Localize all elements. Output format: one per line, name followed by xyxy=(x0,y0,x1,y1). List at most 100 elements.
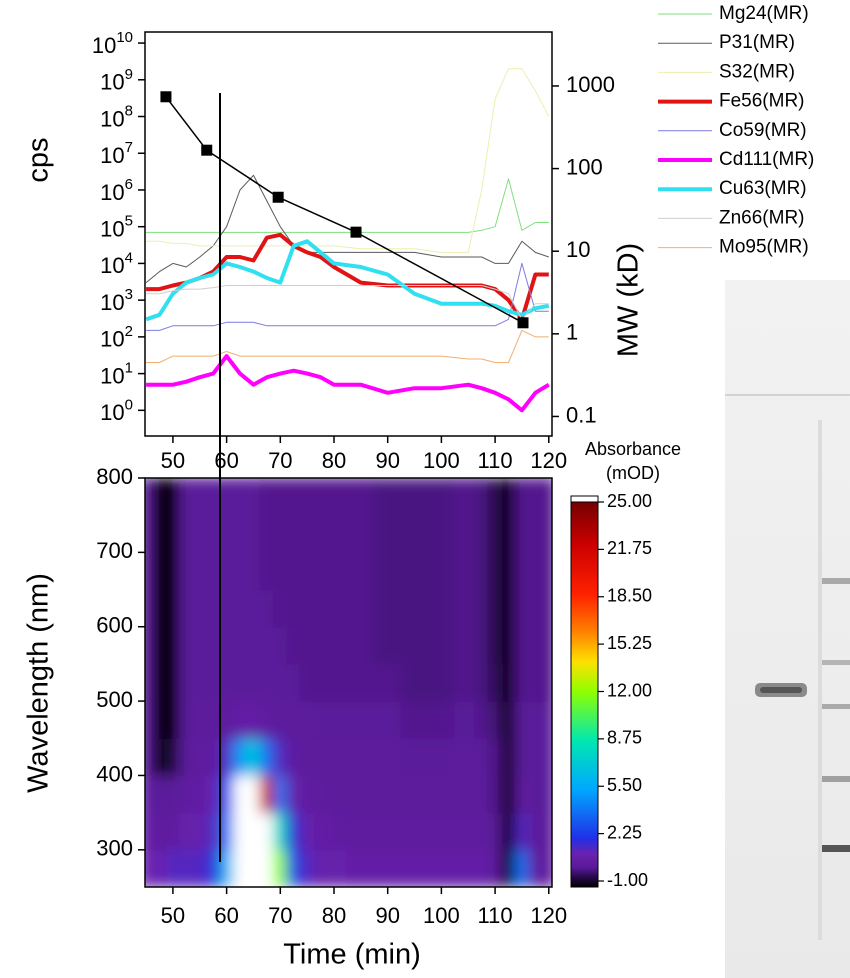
heatmap-cell xyxy=(152,478,167,516)
heatmap-cell xyxy=(145,774,154,814)
heatmap-cell xyxy=(528,774,543,814)
heatmap-cell xyxy=(179,626,194,665)
heatmap-cell xyxy=(326,514,348,553)
heatmap-cell xyxy=(528,478,543,516)
heatmap-cell xyxy=(427,849,456,887)
heatmap-cell xyxy=(313,700,328,739)
y-tick-label: 800 xyxy=(96,464,133,489)
series-line xyxy=(145,174,549,283)
legend-label: Mo95(MR) xyxy=(719,237,809,258)
heatmap-cell xyxy=(528,812,543,851)
legend-label: S32(MR) xyxy=(719,61,795,82)
y-tick-label: 109 xyxy=(100,66,133,95)
data-point xyxy=(517,317,529,329)
heatmap-cell xyxy=(145,663,154,702)
heatmap-cell xyxy=(501,589,516,628)
heatmap-cell xyxy=(192,737,207,776)
heatmap-cell xyxy=(192,478,207,516)
heatmap-cell xyxy=(454,849,476,887)
heatmap-cell xyxy=(541,774,552,814)
heatmap-cell xyxy=(346,774,375,814)
heatmap-cell xyxy=(192,551,207,591)
heatmap-cell xyxy=(454,551,476,591)
heatmap-cell xyxy=(286,812,301,851)
y2-axis-title: MW (kD) xyxy=(613,243,645,357)
heatmap-cell xyxy=(326,812,348,851)
heatmap-cell xyxy=(474,589,489,628)
heatmap-cell xyxy=(454,812,476,851)
heatmap-cell xyxy=(232,774,248,814)
colorbar-tick-label: 8.75 xyxy=(607,728,642,748)
heatmap-cell xyxy=(219,663,234,702)
heatmap-cell xyxy=(528,737,543,776)
heatmap-cell xyxy=(205,589,221,628)
heatmap-cell xyxy=(219,478,234,516)
heatmap-cell xyxy=(313,478,328,516)
x-axis-title: Time (min) xyxy=(283,939,420,971)
heatmap-cell xyxy=(326,737,348,776)
heatmap-cell xyxy=(541,663,552,702)
heatmap-cell xyxy=(286,514,301,553)
heatmap-cell xyxy=(501,812,516,851)
heatmap-cell xyxy=(346,663,375,702)
heatmap-cell xyxy=(427,589,456,628)
heatmap-cell xyxy=(286,737,301,776)
heatmap-cell xyxy=(501,700,516,739)
heatmap-cell xyxy=(165,812,181,851)
heatmap-cell xyxy=(219,737,234,776)
heatmap-cell xyxy=(313,849,328,887)
y-tick-label: 105 xyxy=(100,213,133,242)
heatmap-cell xyxy=(514,478,530,516)
heatmap-cell xyxy=(205,551,221,591)
heatmap-cell xyxy=(427,700,456,739)
gel-band xyxy=(822,704,850,709)
heatmap-cell xyxy=(145,551,154,591)
heatmap-cell xyxy=(313,663,328,702)
heatmap-cell xyxy=(165,849,181,887)
heatmap-cell xyxy=(487,774,503,814)
heatmap-cell xyxy=(346,737,375,776)
legend-label: Co59(MR) xyxy=(719,120,807,141)
heatmap-cell xyxy=(152,774,167,814)
heatmap-cell xyxy=(346,551,375,591)
x-tick-label: 60 xyxy=(214,448,238,473)
heatmap-cell xyxy=(192,774,207,814)
y-tick-label: 700 xyxy=(96,538,133,563)
heatmap-cell xyxy=(145,626,154,665)
top-frame xyxy=(144,31,553,437)
heatmap-cell xyxy=(219,700,234,739)
heatmap-cell xyxy=(205,626,221,665)
heatmap-cell xyxy=(346,849,375,887)
heatmap-cell xyxy=(474,663,489,702)
heatmap-cell xyxy=(400,626,429,665)
heatmap-cell xyxy=(501,849,516,887)
colorbar-tick-label: 25.00 xyxy=(607,491,652,511)
heatmap-cell xyxy=(514,514,530,553)
colorbar-tick-label: -1.00 xyxy=(607,870,648,890)
heatmap-cell xyxy=(165,514,181,553)
heatmap-cell xyxy=(152,514,167,553)
legend-label: P31(MR) xyxy=(719,32,795,53)
heatmap-cell xyxy=(246,849,261,887)
heatmap-cell xyxy=(179,663,194,702)
heatmap-cell xyxy=(427,626,456,665)
heatmap-cell xyxy=(487,849,503,887)
heatmap-cell xyxy=(474,700,489,739)
heatmap-cell xyxy=(326,626,348,665)
legend-label: Cu63(MR) xyxy=(719,178,807,199)
heatmap-cell xyxy=(179,737,194,776)
heatmap-cell xyxy=(165,589,181,628)
heatmap-cell xyxy=(313,774,328,814)
x-tick-label: 110 xyxy=(478,903,513,928)
heatmap-cell xyxy=(179,812,194,851)
heatmap-cells xyxy=(145,478,552,887)
heatmap-cell xyxy=(514,774,530,814)
colorbar-tick-label: 5.50 xyxy=(607,775,642,795)
x-tick-label: 60 xyxy=(214,903,238,928)
heatmap-area xyxy=(145,478,552,887)
heatmap-cell xyxy=(145,478,154,516)
heatmap-cell xyxy=(192,849,207,887)
heatmap-cell xyxy=(541,514,552,553)
heatmap-cell xyxy=(313,514,328,553)
gel-band xyxy=(822,578,850,584)
